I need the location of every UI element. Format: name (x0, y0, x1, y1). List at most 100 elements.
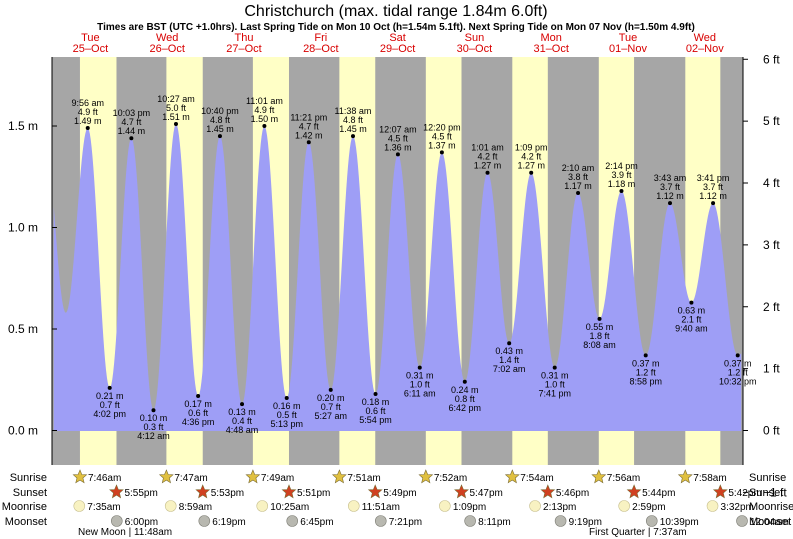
day-name: Thu (235, 32, 254, 44)
high-tide-label: 1.45 m (339, 124, 367, 134)
low-tide-dot (373, 391, 378, 396)
day-date: 28–Oct (303, 43, 338, 55)
row-label-right: Moonrise (749, 501, 793, 513)
row-label-right: Sunrise (749, 472, 786, 484)
sunrise-icon (504, 469, 520, 484)
moonset-time: 6:45pm (300, 517, 333, 528)
high-tide-label: 5.0 ft (166, 103, 187, 113)
high-tide-label: 1.27 m (517, 161, 545, 171)
low-tide-label: 7:02 am (493, 364, 526, 374)
moon-phase-label: First Quarter | 7:37am (589, 527, 687, 538)
sunrise-icon (158, 469, 174, 484)
low-tide-label: 5:54 pm (359, 415, 392, 425)
low-tide-dot (284, 396, 289, 401)
row-label-left: Moonrise (2, 501, 47, 513)
high-tide-label: 2:14 pm (605, 161, 638, 171)
low-tide-dot (328, 387, 333, 392)
sunrise-icon (331, 469, 347, 484)
high-tide-label: 4.7 ft (121, 117, 142, 127)
moonrise-icon (706, 500, 719, 512)
sunrise-time: 7:58am (693, 473, 726, 484)
high-tide-dot (306, 140, 311, 145)
sunset-time: 5:49pm (383, 488, 416, 499)
high-tide-dot (485, 170, 490, 175)
right-axis-tick-label: 6 ft (763, 52, 780, 66)
low-tide-label: 8:08 am (583, 340, 616, 350)
low-tide-label: 9:40 am (675, 324, 708, 334)
day-date: 30–Oct (457, 43, 492, 55)
moonrise-time: 8:59am (179, 502, 212, 513)
left-axis-tick-label: 1.5 m (8, 119, 38, 133)
moonrise-icon (164, 500, 177, 512)
low-tide-label: 0.31 m (406, 371, 434, 381)
moonset-time: 7:21pm (389, 517, 422, 528)
moonrise-time: 3:32pm (721, 502, 754, 513)
low-tide-dot (196, 393, 201, 398)
moonset-icon (286, 515, 299, 527)
sunset-time: 5:44pm (642, 488, 675, 499)
sunset-icon (712, 484, 728, 499)
high-tide-label: 1.51 m (162, 112, 190, 122)
sunset-icon (540, 484, 556, 499)
moonrise-icon (73, 500, 86, 512)
low-tide-label: 2.1 ft (681, 315, 702, 325)
low-tide-label: 10:32 pm (719, 376, 757, 386)
sunset-icon (281, 484, 297, 499)
low-tide-dot (597, 316, 602, 321)
low-tide-label: 7:41 pm (538, 389, 571, 399)
low-tide-label: 0.8 ft (455, 394, 476, 404)
high-tide-label: 3.9 ft (611, 170, 632, 180)
high-tide-label: 1.44 m (118, 126, 146, 136)
sunrise-time: 7:49am (261, 473, 294, 484)
moonset-time: 6:00pm (125, 517, 158, 528)
low-tide-label: 0.21 m (96, 391, 124, 401)
high-tide-label: 3.7 ft (660, 182, 681, 192)
sunrise-icon (245, 469, 261, 484)
high-tide-dot (619, 188, 624, 193)
high-tide-dot (262, 124, 267, 129)
right-axis-tick-label: 4 ft (763, 176, 780, 190)
low-tide-label: 0.31 m (541, 371, 569, 381)
sunset-time: 5:47pm (470, 488, 503, 499)
day-name: Tue (619, 32, 638, 44)
moonset-icon (464, 515, 476, 527)
high-tide-label: 11:21 pm (290, 112, 327, 122)
day-name: Mon (540, 32, 561, 44)
low-tide-label: 0.18 m (362, 397, 390, 407)
low-tide-label: 0.5 ft (277, 410, 298, 420)
moonrise-time: 2:59pm (632, 502, 665, 513)
tide-curve-area (53, 124, 742, 431)
moonrise-icon (439, 500, 451, 512)
low-tide-label: 0.20 m (317, 393, 345, 403)
right-axis-tick-label: 5 ft (763, 114, 780, 128)
day-date: 29–Oct (380, 43, 415, 55)
low-tide-label: 8:58 pm (629, 376, 662, 386)
low-tide-label: 0.4 ft (232, 416, 253, 426)
high-tide-label: 4.8 ft (343, 115, 364, 125)
high-tide-label: 10:40 pm (201, 106, 239, 116)
sunrise-time: 7:51am (347, 473, 380, 484)
high-tide-label: 4.2 ft (478, 152, 499, 162)
moonrise-time: 11:51am (362, 502, 400, 513)
astro-table: Sunrise Sunrise Sunset Sunset Moonrise Moonri… (2, 469, 793, 538)
high-tide-dot (668, 201, 673, 206)
sunrise-icon (677, 469, 693, 484)
high-tide-label: 9:56 am (71, 98, 104, 108)
low-tide-label: 0.7 ft (321, 402, 342, 412)
row-label-right: Sunset (749, 487, 783, 499)
sunset-icon (454, 484, 469, 499)
low-tide-label: 5:13 pm (270, 419, 303, 429)
right-axis-tick-label: 1 ft (763, 362, 780, 376)
high-tide-label: 1.12 m (699, 191, 727, 201)
high-tide-label: 2:10 am (562, 163, 595, 173)
sunrise-time: 7:52am (434, 473, 467, 484)
sunset-icon (195, 484, 211, 499)
day-name: Wed (694, 32, 716, 44)
low-tide-label: 1.8 ft (590, 331, 611, 341)
sunset-icon (367, 484, 383, 499)
day-date: 26–Oct (149, 43, 184, 55)
high-tide-label: 1.50 m (251, 114, 279, 124)
moonset-time: 6:19pm (212, 517, 245, 528)
low-tide-dot (151, 408, 156, 413)
low-tide-label: 0.17 m (184, 399, 212, 409)
